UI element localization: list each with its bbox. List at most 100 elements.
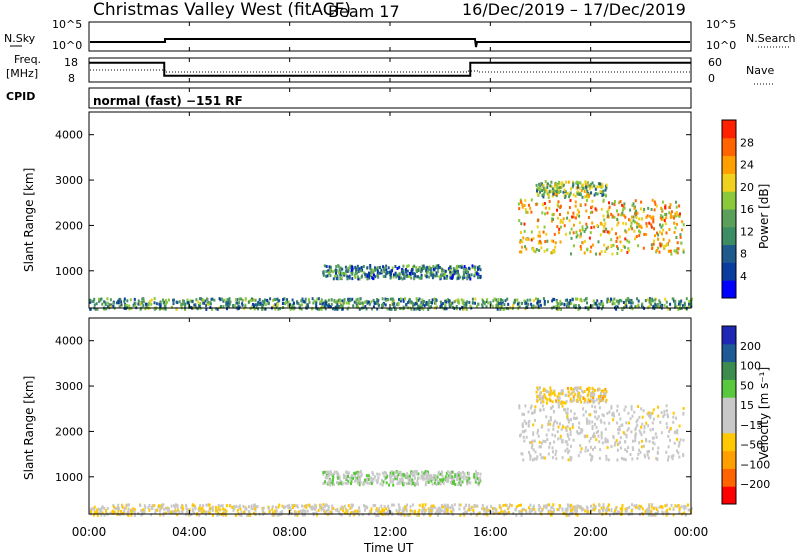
echo-cell: [104, 301, 107, 305]
echo-cell: [354, 265, 357, 269]
echo-cell: [476, 266, 479, 270]
echo-cell: [655, 457, 658, 461]
echo-cell: [334, 508, 337, 512]
echo-cell: [543, 505, 545, 509]
echo-cell: [343, 504, 346, 508]
echo-cell: [415, 472, 418, 476]
echo-cell: [191, 300, 194, 304]
echo-cell: [368, 271, 370, 275]
echo-cell: [651, 411, 654, 415]
echo-cell: [432, 504, 435, 508]
echo-cell: [651, 299, 654, 303]
echo-cell: [529, 510, 532, 514]
echo-cell: [627, 411, 630, 415]
echo-cell: [625, 509, 628, 513]
echo-cell: [661, 200, 664, 204]
echo-cell: [414, 483, 417, 487]
echo-cell: [618, 510, 621, 514]
echo-cell: [530, 446, 533, 449]
echo-cell: [539, 408, 542, 412]
echo-cell: [352, 304, 355, 308]
echo-cell: [205, 510, 208, 514]
echo-cell: [250, 305, 253, 309]
echo-cell: [544, 212, 547, 216]
echo-cell: [551, 405, 554, 408]
echo-cell: [120, 300, 123, 304]
echo-cell: [240, 513, 243, 517]
echo-cell: [590, 391, 592, 395]
echo-cell: [598, 397, 601, 401]
echo-cell: [652, 242, 655, 246]
echo-cell: [424, 274, 427, 277]
echo-cell: [222, 305, 225, 309]
echo-cell: [106, 506, 109, 510]
echo-cell: [546, 248, 549, 252]
echo-cell: [580, 428, 583, 432]
echo-cell: [443, 307, 446, 311]
echo-cell: [520, 222, 523, 226]
echo-cell: [420, 305, 423, 309]
echo-cell: [593, 508, 596, 512]
echo-cell: [635, 505, 637, 509]
echo-cell: [568, 504, 571, 508]
echo-cell: [222, 299, 225, 303]
echo-cell: [613, 200, 616, 203]
echo-cell: [652, 427, 654, 431]
echo-cell: [534, 250, 537, 254]
echo-cell: [377, 513, 380, 517]
echo-cell: [324, 480, 327, 484]
echo-cell: [392, 483, 395, 487]
colorbar-frame: [721, 325, 737, 505]
echo-cell: [565, 428, 568, 432]
echo-cell: [293, 301, 295, 305]
freq-trace: [89, 61, 691, 77]
echo-cell: [93, 505, 96, 509]
echo-cell: [537, 240, 540, 244]
echo-cell: [367, 478, 370, 481]
echo-cell: [438, 266, 441, 269]
echo-cell: [649, 411, 652, 415]
echo-cell: [372, 472, 375, 476]
echo-cell: [241, 303, 244, 307]
echo-cell: [530, 230, 533, 234]
echo-cell: [607, 214, 609, 218]
echo-cell: [430, 479, 433, 483]
echo-cell: [137, 302, 140, 306]
echo-cell: [304, 509, 307, 513]
echo-cell: [159, 513, 162, 517]
echo-cell: [251, 298, 254, 302]
echo-cell: [430, 476, 433, 479]
echo-cell: [626, 507, 629, 510]
echo-cell: [636, 211, 639, 215]
echo-cell: [552, 510, 555, 514]
echo-cell: [271, 505, 274, 509]
echo-cell: [621, 307, 623, 311]
echo-cell: [550, 180, 553, 184]
echo-cell: [579, 398, 581, 401]
echo-cell: [288, 506, 291, 510]
echo-cell: [627, 421, 630, 425]
echo-cell: [301, 510, 303, 514]
echo-cell: [623, 202, 626, 206]
echo-cell: [443, 276, 446, 280]
echo-cell: [101, 511, 104, 515]
echo-cell: [563, 303, 566, 307]
echo-cell: [688, 302, 690, 306]
echo-cell: [452, 305, 455, 309]
echo-cell: [469, 481, 472, 485]
echo-cell: [322, 273, 325, 277]
echo-cell: [591, 199, 594, 203]
echo-cell: [631, 301, 634, 305]
echo-cell: [348, 276, 351, 280]
echo-cell: [578, 181, 580, 185]
echo-cell: [572, 395, 575, 399]
echo-cell: [342, 301, 345, 305]
echo-cell: [567, 211, 569, 215]
echo-cell: [372, 271, 375, 275]
echo-cell: [521, 412, 524, 416]
echo-cell: [566, 432, 569, 436]
echo-cell: [226, 307, 228, 311]
echo-cell: [559, 225, 562, 229]
echo-cell: [413, 264, 416, 268]
